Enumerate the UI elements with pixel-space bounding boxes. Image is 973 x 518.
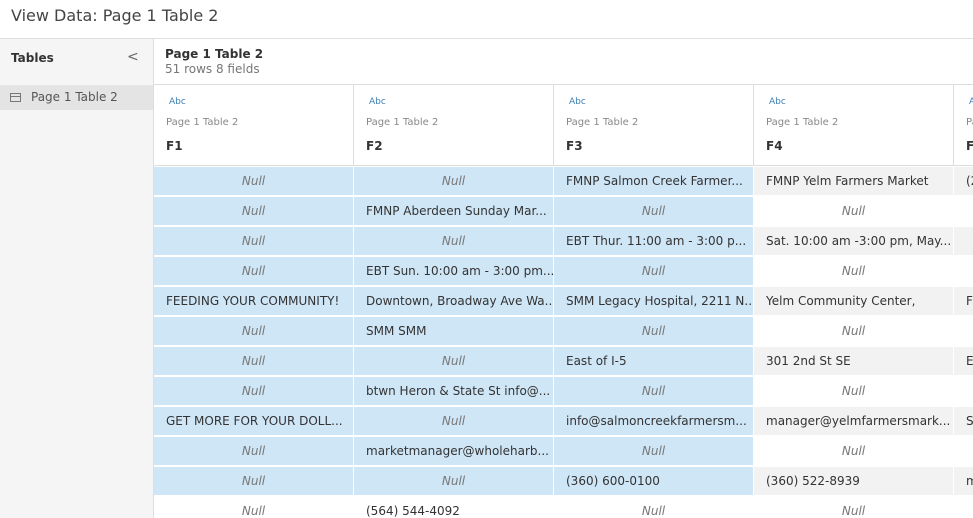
cell: Null xyxy=(154,347,354,376)
table-name: Page 1 Table 2 xyxy=(165,47,264,61)
field-source: Page 1 Table 2 xyxy=(366,117,439,128)
cell: S xyxy=(954,407,973,436)
empty-cell xyxy=(954,437,973,466)
cell: East of I-5 xyxy=(554,347,754,376)
cell: Null xyxy=(554,377,754,406)
cell: EBT Thur. 11:00 am - 3:00 p... xyxy=(554,227,754,256)
cell: Null xyxy=(154,257,354,286)
empty-cell xyxy=(954,197,973,226)
cell: (360) 600-0100 xyxy=(554,467,754,496)
window-title: View Data: Page 1 Table 2 xyxy=(11,6,219,25)
cell: (360) 522-8939 xyxy=(754,467,954,496)
cell: Sat. 10:00 am -3:00 pm, May... xyxy=(754,227,954,256)
column-header[interactable]: Abc Page 1 Table 2 F5 xyxy=(954,85,973,166)
cell: Null xyxy=(154,467,354,496)
cell: FEEDING YOUR COMMUNITY! xyxy=(154,287,354,316)
cell: Null xyxy=(554,317,754,346)
collapse-button[interactable]: < xyxy=(127,49,139,65)
cell: Null xyxy=(354,467,554,496)
column-header[interactable]: Abc Page 1 Table 2 F4 xyxy=(754,85,954,166)
table-item-label: Page 1 Table 2 xyxy=(31,90,118,104)
cell: Null xyxy=(154,227,354,256)
empty-cell xyxy=(954,227,973,256)
field-type: Abc xyxy=(169,97,186,107)
cell: FMNP Aberdeen Sunday Mar... xyxy=(354,197,554,226)
cell: Null xyxy=(754,377,954,406)
sidebar: Tables < Page 1 Table 2 xyxy=(0,39,154,518)
cell: Null xyxy=(554,197,754,226)
field-name: F5 xyxy=(966,139,973,153)
cell: Null xyxy=(154,377,354,406)
cell: Null xyxy=(354,167,554,196)
field-name: F3 xyxy=(566,139,583,153)
field-source: Page 1 Table 2 xyxy=(766,117,839,128)
cell: Null xyxy=(154,497,354,518)
field-name: F2 xyxy=(366,139,383,153)
cell: Null xyxy=(154,167,354,196)
cell: (2 xyxy=(954,167,973,196)
cell: SMM SMM xyxy=(354,317,554,346)
cell: FMNP Salmon Creek Farmer... xyxy=(554,167,754,196)
cell: btwn Heron & State St info@... xyxy=(354,377,554,406)
field-source: Page 1 Table 2 xyxy=(166,117,239,128)
cell: Null xyxy=(354,227,554,256)
empty-cell xyxy=(954,497,973,518)
field-source: Page 1 Table 2 xyxy=(966,117,973,128)
divider xyxy=(154,84,973,85)
cell: Null xyxy=(554,257,754,286)
table-item[interactable]: Page 1 Table 2 xyxy=(0,85,153,110)
cell: 301 2nd St SE xyxy=(754,347,954,376)
data-grid: Page 1 Table 2 51 rows 8 fields Abc Page … xyxy=(154,39,973,518)
cell: Null xyxy=(354,347,554,376)
cell: GET MORE FOR YOUR DOLL... xyxy=(154,407,354,436)
cell: Null xyxy=(754,257,954,286)
cell: Null xyxy=(754,437,954,466)
field-type: Abc xyxy=(969,97,973,107)
cell: Null xyxy=(154,197,354,226)
empty-cell xyxy=(954,377,973,406)
cell: manager@yelmfarmersmark... xyxy=(754,407,954,436)
cell: Null xyxy=(554,437,754,466)
cell: F xyxy=(954,287,973,316)
column-header[interactable]: Abc Page 1 Table 2 F1 xyxy=(154,85,354,166)
cell: E xyxy=(954,347,973,376)
cell: Null xyxy=(754,197,954,226)
table-icon xyxy=(10,93,21,102)
table-summary: 51 rows 8 fields xyxy=(165,62,260,76)
column-header[interactable]: Abc Page 1 Table 2 F3 xyxy=(554,85,754,166)
column-header[interactable]: Abc Page 1 Table 2 F2 xyxy=(354,85,554,166)
cell: Null xyxy=(554,497,754,518)
cell: Null xyxy=(154,437,354,466)
cell: Null xyxy=(154,317,354,346)
empty-cell xyxy=(954,317,973,346)
empty-cell xyxy=(954,257,973,286)
title-bar: View Data: Page 1 Table 2 xyxy=(0,0,973,39)
cell: FMNP Yelm Farmers Market xyxy=(754,167,954,196)
cell: Yelm Community Center, xyxy=(754,287,954,316)
field-type: Abc xyxy=(369,97,386,107)
field-type: Abc xyxy=(569,97,586,107)
sidebar-heading: Tables xyxy=(11,51,54,65)
cell: info@salmoncreekfarmersm... xyxy=(554,407,754,436)
cell: Null xyxy=(754,317,954,346)
cell: Null xyxy=(354,407,554,436)
cell: marketmanager@wholeharb... xyxy=(354,437,554,466)
cell: m xyxy=(954,467,973,496)
cell: Downtown, Broadway Ave Wa... xyxy=(354,287,554,316)
cell: EBT Sun. 10:00 am - 3:00 pm... xyxy=(354,257,554,286)
cell: SMM Legacy Hospital, 2211 N... xyxy=(554,287,754,316)
field-name: F1 xyxy=(166,139,183,153)
cell: Null xyxy=(754,497,954,518)
field-type: Abc xyxy=(769,97,786,107)
cell: (564) 544-4092 xyxy=(354,497,554,518)
field-source: Page 1 Table 2 xyxy=(566,117,639,128)
field-name: F4 xyxy=(766,139,783,153)
